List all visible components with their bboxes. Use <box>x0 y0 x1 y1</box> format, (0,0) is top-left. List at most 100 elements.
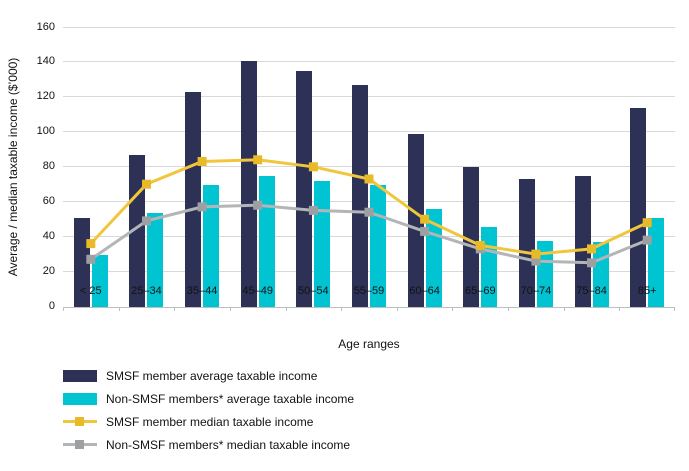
y-tick-label: 140 <box>36 55 55 68</box>
x-axis-tick <box>564 307 565 311</box>
y-tick-label: 80 <box>42 160 55 173</box>
y-tick-label: 40 <box>42 230 55 243</box>
y-axis-title: Average / median taxable income ($’000) <box>6 57 20 277</box>
legend-line-marker <box>75 440 84 449</box>
grid-line <box>63 201 675 203</box>
bar <box>147 212 164 307</box>
bar <box>630 107 647 307</box>
grid-line <box>63 61 675 63</box>
line-marker <box>253 200 263 210</box>
x-tick-label: 70–74 <box>520 285 552 297</box>
x-tick-label: 60–64 <box>409 285 440 297</box>
line-marker <box>587 258 596 268</box>
x-axis-tick <box>619 307 620 311</box>
line-marker <box>197 202 207 212</box>
grid-line <box>63 131 675 133</box>
x-axis-tick <box>230 307 231 311</box>
bar <box>129 155 146 307</box>
x-axis-tick <box>174 307 175 311</box>
y-tick-label: 160 <box>36 20 55 33</box>
x-tick-label: 45–49 <box>242 285 274 297</box>
x-tick-label: 35–44 <box>186 285 218 297</box>
legend-bar-swatch <box>63 369 97 382</box>
legend-item: Non-SMSF members* median taxable income <box>63 433 354 456</box>
legend-bar-swatch <box>63 392 97 405</box>
bar <box>352 85 368 307</box>
x-axis-tick <box>674 307 675 311</box>
line-marker <box>253 155 263 165</box>
y-tick-label: 60 <box>42 195 55 208</box>
legend-item: SMSF member average taxable income <box>63 364 354 387</box>
bar <box>91 254 108 307</box>
legend-label: Non-SMSF members* average taxable income <box>106 391 355 406</box>
line-marker <box>531 249 541 259</box>
line-marker <box>197 157 207 166</box>
line-marker <box>531 256 541 266</box>
legend-label: Non-SMSF members* median taxable income <box>106 437 351 452</box>
legend-item: SMSF member median taxable income <box>63 410 354 433</box>
line-marker <box>642 218 652 228</box>
line-marker <box>475 240 485 250</box>
line-marker <box>420 214 430 224</box>
bar <box>240 60 257 307</box>
bar <box>203 184 220 307</box>
bar <box>314 181 331 307</box>
legend-line-swatch <box>63 416 97 428</box>
line-series <box>89 158 648 256</box>
line-marker <box>364 174 374 184</box>
x-tick-label: < 25 <box>79 285 102 297</box>
legend-line-swatch <box>63 439 97 451</box>
grid-line <box>63 166 675 168</box>
bar <box>648 217 665 307</box>
line-marker <box>142 216 151 226</box>
legend-item: Non-SMSF members* average taxable income <box>63 387 354 410</box>
line-marker <box>86 239 96 249</box>
grid-line <box>63 236 675 238</box>
bar <box>536 240 553 307</box>
bar <box>185 92 202 307</box>
bar <box>463 167 480 307</box>
line-marker <box>364 207 374 217</box>
line-series-overlay <box>86 155 652 268</box>
bar <box>296 71 313 307</box>
x-axis-tick <box>286 307 287 311</box>
grid-line <box>63 26 675 28</box>
x-axis-tick <box>397 307 398 311</box>
plot-area: 0 20 40 60 80 100 120 140 160 <box>37 21 675 312</box>
x-axis-tick <box>341 307 342 311</box>
x-axis-tick <box>452 307 453 311</box>
x-axis-line <box>63 307 675 308</box>
legend-label: SMSF member average taxable income <box>106 368 318 383</box>
x-axis-tick <box>508 307 509 311</box>
bar <box>258 175 275 307</box>
grid-line <box>63 271 675 273</box>
x-tick-label: 65–69 <box>464 285 496 297</box>
line-marker <box>86 254 96 264</box>
x-axis-title: Age ranges <box>338 337 400 351</box>
y-tick-label: 20 <box>42 265 55 278</box>
y-tick-label: 0 <box>48 300 55 312</box>
x-axis-tick <box>63 307 64 311</box>
x-tick-label: 75–84 <box>576 285 607 297</box>
bar <box>73 217 90 307</box>
x-tick-label: 85+ <box>637 285 657 297</box>
legend: SMSF member average taxable income Non-SM… <box>63 364 354 456</box>
legend-label: SMSF member median taxable income <box>106 414 314 429</box>
y-tick-label: 120 <box>36 90 55 103</box>
x-tick-label: 25–34 <box>131 285 162 297</box>
bar <box>574 175 591 307</box>
grid-line <box>63 96 675 98</box>
line-marker <box>308 205 318 215</box>
x-axis-tick <box>119 307 120 311</box>
legend-line-marker <box>75 417 84 426</box>
line-marker <box>587 244 596 254</box>
line-marker <box>420 226 430 236</box>
bar <box>407 134 424 307</box>
bar <box>518 179 535 307</box>
line-marker <box>142 179 151 189</box>
x-tick-label: 55–59 <box>353 285 385 297</box>
y-tick-label: 100 <box>36 125 55 138</box>
x-tick-label: 50–54 <box>298 285 329 297</box>
line-marker <box>642 235 652 245</box>
